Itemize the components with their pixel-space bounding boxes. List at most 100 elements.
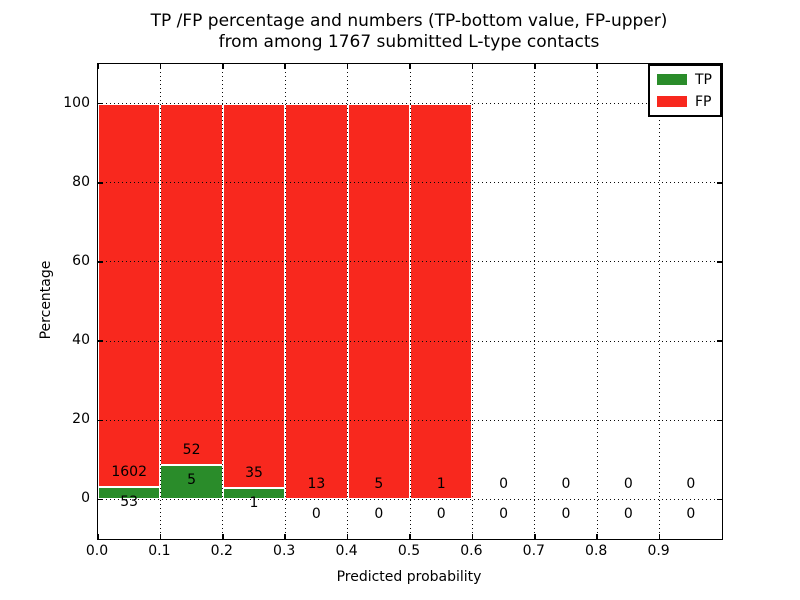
y-tick-label: 80 [72,173,90,190]
tick-mark [717,419,722,421]
bar-segment-fp [160,103,223,465]
tp-count-label: 0 [561,506,571,523]
gridline-vertical [284,64,286,539]
tick-mark [159,534,162,539]
bar-segment-tp [222,488,286,500]
gridline-vertical [347,64,349,539]
fp-count-label: 0 [561,476,571,493]
legend-item-tp: TP [657,70,712,89]
legend-item-fp: FP [657,92,712,111]
x-tick-label: 0.5 [397,543,421,559]
bars-layer [98,64,722,539]
x-tick-label: 0.3 [273,543,296,559]
gridline-vertical [471,64,473,539]
tick-mark [471,534,474,539]
tick-mark [284,64,286,69]
tick-mark [97,534,99,539]
tp-count-label: 0 [499,506,509,523]
tick-mark [98,102,103,105]
bar-segment-fp [347,103,410,500]
bar-segment-fp [98,103,161,487]
tp-count-label: 0 [686,506,696,523]
x-tick-label: 0.0 [85,543,109,559]
gridline-horizontal [98,261,722,263]
tick-mark [409,534,411,539]
chart-title-line1: TP /FP percentage and numbers (TP-bottom… [150,11,668,31]
tp-count-label: 0 [311,506,321,523]
tick-mark [717,340,722,342]
gridline-vertical [659,64,661,539]
gridline-horizontal [98,182,722,184]
tick-mark [409,64,411,69]
fp-count-label: 0 [686,476,696,493]
chart-title-line2: from among 1767 submitted L-type contact… [218,32,600,52]
tick-mark [471,64,474,69]
y-tick-label: 60 [72,252,90,269]
gridline-vertical [596,64,598,539]
tick-mark [596,64,598,69]
tick-mark [97,64,99,69]
fp-count-label: 52 [182,441,201,458]
gridline-horizontal [98,498,722,500]
fp-count-label: 1 [436,476,446,493]
tick-mark [717,182,722,184]
tp-count-label: 0 [436,506,446,523]
tp-count-label: 0 [623,506,633,523]
tick-mark [98,419,103,421]
tick-mark [596,534,598,539]
tp-count-label: 1 [249,495,259,512]
bar-segment-tp [160,464,223,500]
bar-count-labels-layer: 1602 53 52 5 35 1 13 0 5 0 1 0 0 0 0 0 0 0 0 0 [98,64,722,539]
x-tick-label: 0.6 [460,543,483,559]
tick-mark [284,534,286,539]
fp-count-label: 5 [374,476,384,493]
tick-mark [346,64,349,69]
bar-segment-fp [410,103,473,500]
x-tick-label: 0.2 [210,543,233,559]
fp-count-label: 13 [307,476,326,493]
tick-mark [658,534,661,539]
tick-mark [98,261,103,263]
gridline-horizontal [98,103,722,105]
x-tick-label: 0.9 [647,543,670,559]
gridline-vertical [222,64,224,539]
gridline-vertical [159,64,161,539]
y-tick-label: 0 [81,490,90,507]
tick-mark [98,340,103,342]
x-tick-label: 0.7 [522,543,545,559]
gridline-horizontal [98,419,722,421]
y-axis-label: Percentage [38,260,54,340]
x-tick-label: 0.1 [148,543,171,559]
y-tick-label: 20 [72,411,90,428]
x-tick-label: 0.8 [585,543,608,559]
bar-segment-fp [222,103,286,489]
tick-mark [534,64,536,69]
legend-label-tp: TP [695,71,712,88]
tp-count-label: 5 [187,471,197,488]
plot-area: 1602 53 52 5 35 1 13 0 5 0 1 0 0 0 0 0 0 0 0 0 [97,63,723,540]
fp-count-label: 0 [623,476,633,493]
grid-layer [98,64,722,539]
tick-mark [717,261,722,263]
x-axis-label: Predicted probability [336,569,482,585]
tick-mark [222,64,224,69]
tick-mark [717,498,722,501]
y-tick-label: 40 [72,332,90,349]
tp-count-label: 0 [374,506,384,523]
tp-swatch-icon [657,74,687,85]
gridline-horizontal [98,340,722,342]
tick-mark [98,498,103,501]
legend: TP FP [648,64,722,117]
tick-mark [159,64,162,69]
gridline-vertical [409,64,411,539]
tick-mark [346,534,349,539]
tp-count-label: 53 [120,493,139,510]
fp-swatch-icon [657,96,687,107]
gridline-vertical [534,64,536,539]
y-tick-label: 100 [63,94,90,111]
tick-mark [222,534,224,539]
tick-mark [534,534,536,539]
tick-mark [98,182,103,184]
bar-segment-fp [285,103,348,500]
